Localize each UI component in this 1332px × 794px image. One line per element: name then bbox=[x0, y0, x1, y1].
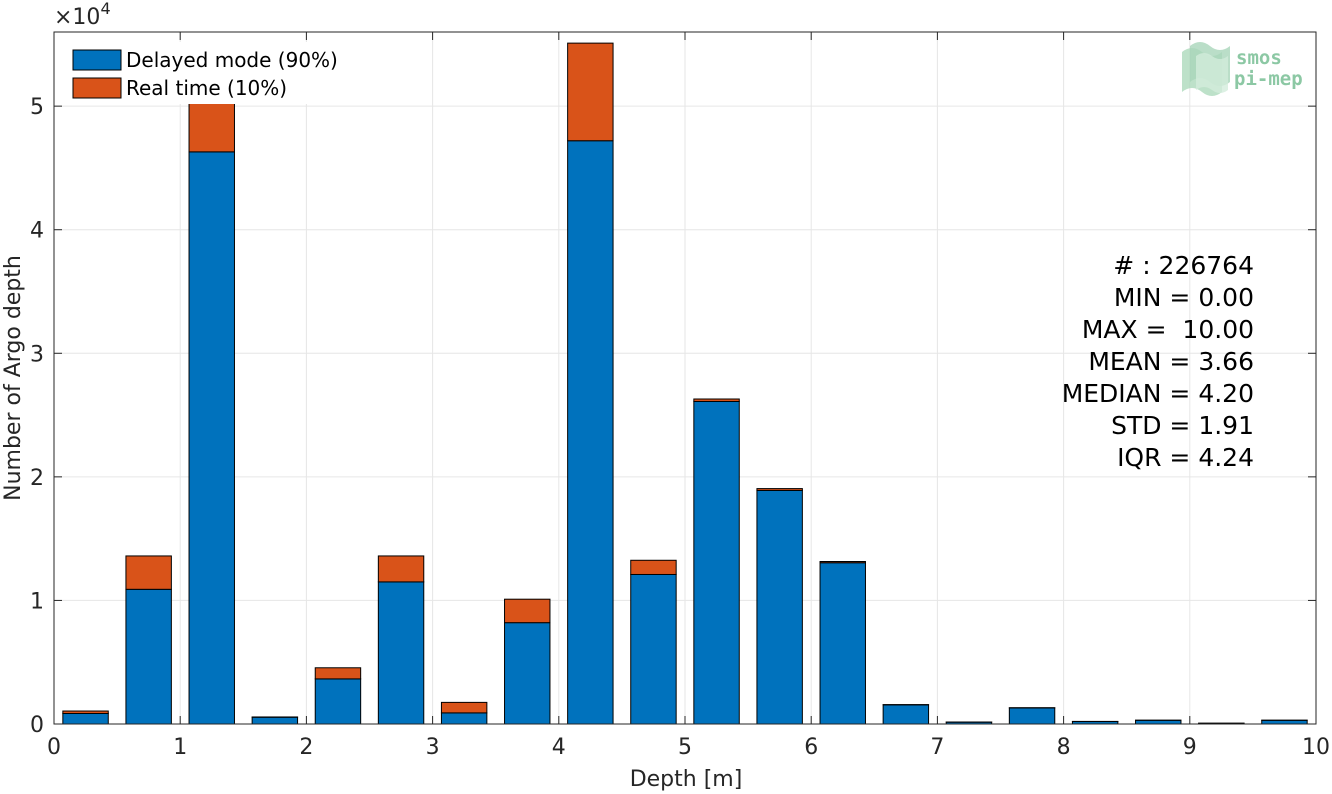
x-tick-label: 10 bbox=[1302, 735, 1330, 760]
bar-real-time bbox=[819, 561, 866, 564]
x-tick-label: 2 bbox=[299, 735, 313, 760]
bar-real-time bbox=[125, 555, 172, 590]
bar-delayed-mode bbox=[62, 712, 109, 725]
y-tick-label: 1 bbox=[30, 589, 44, 614]
stat-line: MEDIAN = 4.20 bbox=[1062, 379, 1254, 408]
logo-text-smos: smos bbox=[1236, 47, 1282, 69]
legend-label-delayed: Delayed mode (90%) bbox=[126, 48, 338, 72]
x-tick-label: 0 bbox=[47, 735, 61, 760]
x-axis-title: Depth [m] bbox=[630, 767, 743, 792]
y-tick-label: 3 bbox=[30, 342, 44, 367]
legend: Delayed mode (90%) Real time (10%) bbox=[63, 42, 363, 104]
y-tick-label: 2 bbox=[30, 466, 44, 491]
stat-line: MIN = 0.00 bbox=[1114, 283, 1254, 312]
legend-swatch-realtime bbox=[72, 77, 122, 99]
x-tick-label: 6 bbox=[804, 735, 818, 760]
bar-delayed-mode bbox=[1008, 707, 1056, 725]
bar-delayed-mode bbox=[1135, 719, 1182, 725]
bar-real-time bbox=[504, 598, 551, 624]
bar-delayed-mode bbox=[504, 622, 551, 725]
smos-pi-mep-logo: smos pi-mep bbox=[1182, 42, 1303, 96]
bar-delayed-mode bbox=[1261, 719, 1308, 725]
stat-line: STD = 1.91 bbox=[1111, 411, 1254, 440]
legend-label-realtime: Real time (10%) bbox=[126, 76, 287, 100]
x-tick-label: 1 bbox=[173, 735, 187, 760]
stat-line: MEAN = 3.66 bbox=[1088, 347, 1254, 376]
x-tick-label: 8 bbox=[1057, 735, 1071, 760]
x-tick-label: 7 bbox=[930, 735, 944, 760]
bar-real-time bbox=[756, 488, 803, 491]
x-tick-label: 3 bbox=[426, 735, 440, 760]
stat-line: IQR = 4.24 bbox=[1117, 443, 1254, 472]
bar-delayed-mode bbox=[756, 489, 803, 725]
x-tick-label: 9 bbox=[1183, 735, 1197, 760]
y-axis-title: Number of Argo depth bbox=[1, 255, 26, 501]
bar-delayed-mode bbox=[819, 562, 866, 725]
bar-delayed-mode bbox=[314, 678, 362, 725]
bar-delayed-mode bbox=[377, 581, 425, 725]
stat-line: MAX = 10.00 bbox=[1082, 315, 1254, 344]
bar-delayed-mode bbox=[693, 400, 740, 725]
bars-group bbox=[62, 42, 1308, 725]
logo-waves-icon bbox=[1182, 42, 1230, 96]
exponent-label: ×104 bbox=[54, 0, 111, 30]
bar-delayed-mode bbox=[251, 716, 299, 725]
x-tick-label: 5 bbox=[678, 735, 692, 760]
bar-real-time bbox=[377, 555, 425, 583]
bar-real-time bbox=[693, 398, 740, 402]
bar-real-time bbox=[188, 94, 235, 153]
bar-delayed-mode bbox=[440, 712, 488, 725]
y-tick-label: 4 bbox=[30, 219, 44, 244]
bar-delayed-mode bbox=[188, 151, 235, 725]
bar-delayed-mode bbox=[630, 573, 677, 725]
y-tick-label: 5 bbox=[30, 95, 44, 120]
stat-line: # : 226764 bbox=[1113, 251, 1254, 280]
grid-lines bbox=[53, 32, 1317, 725]
x-tick-label: 4 bbox=[552, 735, 566, 760]
bar-real-time bbox=[62, 710, 109, 714]
statistics-block: # : 226764 MIN = 0.00 MAX = 10.00 MEAN = 3.… bbox=[1062, 251, 1254, 472]
logo-text-pimep: pi-mep bbox=[1234, 68, 1303, 90]
bar-delayed-mode bbox=[882, 704, 930, 725]
legend-swatch-delayed bbox=[72, 49, 122, 71]
y-tick-label: 0 bbox=[30, 713, 44, 738]
bar-delayed-mode bbox=[567, 140, 614, 725]
y-axis-ticks: 0 1 2 3 4 5 bbox=[30, 95, 1316, 738]
x-axis-ticks: 0 1 2 3 4 5 6 7 8 9 10 bbox=[47, 32, 1330, 760]
bar-delayed-mode bbox=[125, 588, 172, 725]
bar-real-time bbox=[630, 559, 677, 575]
bar-real-time bbox=[314, 667, 362, 680]
bar-real-time bbox=[567, 42, 614, 142]
bar-real-time bbox=[440, 701, 488, 714]
